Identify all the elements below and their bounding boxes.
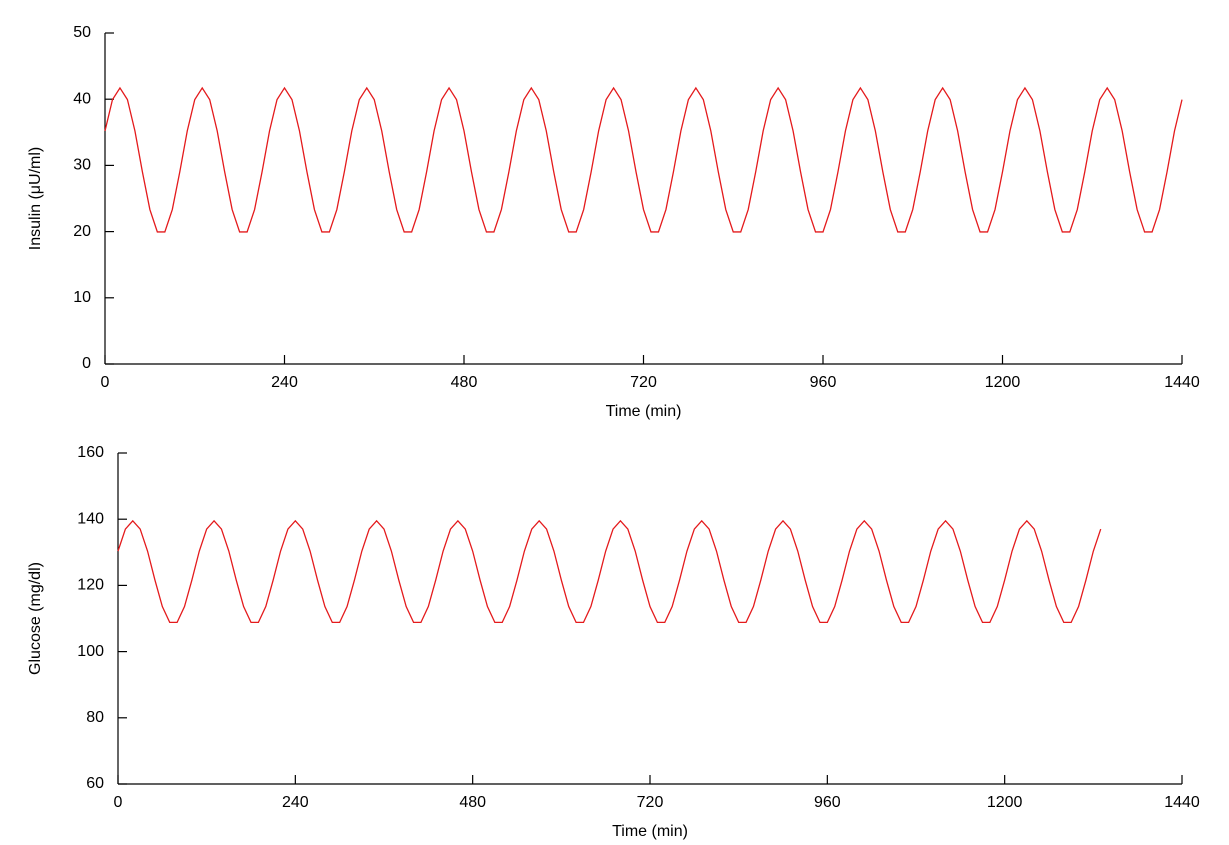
y-axis-label: Insulin (μU/ml) xyxy=(27,147,44,250)
x-tick-label: 1200 xyxy=(987,794,1023,811)
y-tick-label: 40 xyxy=(73,90,91,107)
x-tick-label: 0 xyxy=(114,794,123,811)
y-tick-label: 160 xyxy=(77,444,104,461)
y-tick-label: 30 xyxy=(73,157,91,174)
y-tick-label: 50 xyxy=(73,24,91,41)
y-tick-label: 10 xyxy=(73,289,91,306)
y-tick-label: 100 xyxy=(77,643,104,660)
x-tick-label: 720 xyxy=(630,374,657,391)
y-tick-label: 60 xyxy=(86,775,104,792)
x-tick-label: 960 xyxy=(814,794,841,811)
y-tick-label: 20 xyxy=(73,223,91,240)
y-tick-label: 0 xyxy=(82,355,91,372)
x-axis-label: Time (min) xyxy=(606,403,682,420)
x-axis-label: Time (min) xyxy=(612,823,688,840)
x-tick-label: 720 xyxy=(637,794,664,811)
y-tick-label: 140 xyxy=(77,510,104,527)
data-line xyxy=(104,86,1183,233)
x-tick-label: 480 xyxy=(451,374,478,391)
y-axis-label: Glucose (mg/dl) xyxy=(27,562,44,675)
x-tick-label: 1440 xyxy=(1164,374,1200,391)
x-tick-label: 1440 xyxy=(1164,794,1200,811)
x-tick-label: 240 xyxy=(282,794,309,811)
x-tick-label: 240 xyxy=(271,374,298,391)
x-tick-label: 0 xyxy=(101,374,110,391)
x-tick-label: 960 xyxy=(810,374,837,391)
y-tick-label: 120 xyxy=(77,577,104,594)
x-tick-label: 480 xyxy=(459,794,486,811)
x-tick-label: 1200 xyxy=(985,374,1021,391)
data-line xyxy=(117,519,1102,624)
y-tick-label: 80 xyxy=(86,709,104,726)
